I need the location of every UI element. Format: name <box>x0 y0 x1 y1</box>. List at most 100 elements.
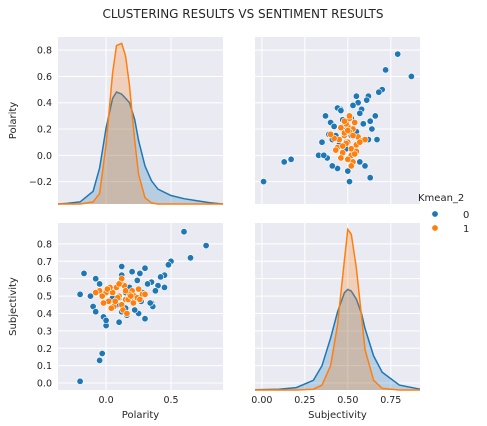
panel-polarity-vs-subjectivity <box>58 223 223 390</box>
scatter-point <box>80 269 88 277</box>
scatter-point <box>351 119 359 127</box>
legend-marker-1 <box>431 224 439 232</box>
scatter-point <box>337 107 345 115</box>
scatter-point <box>202 242 210 250</box>
scatter-point <box>123 309 131 317</box>
scatter-point <box>135 285 143 293</box>
y-tick-label: 0.5 <box>37 292 52 303</box>
x-tick-label: 0.75 <box>380 395 401 406</box>
legend-title: Kmean_2 <box>418 193 464 204</box>
y-tick-label: 0.6 <box>37 274 52 285</box>
kde-subjectivity-line-1 <box>255 227 420 391</box>
scatter-point <box>136 269 144 277</box>
scatter-point <box>280 158 288 166</box>
scatter-point <box>161 283 169 291</box>
chart-title: CLUSTERING RESULTS VS SENTIMENT RESULTS <box>103 7 384 21</box>
scatter-point <box>136 295 144 303</box>
y-tick-label: 0.4 <box>37 309 52 320</box>
scatter-point <box>344 167 352 175</box>
scatter-point <box>328 162 336 170</box>
scatter-point <box>102 316 110 324</box>
scatter-point <box>351 150 359 158</box>
scatter-point <box>111 297 119 305</box>
scatter-point <box>87 292 95 300</box>
scatter-point <box>359 120 367 128</box>
y-tick-label: 0.0 <box>37 151 52 162</box>
scatter-point <box>118 262 126 270</box>
panel-layer: 0.8 0.6 0.4 0.2 0.0 −0.2 0.8 0.7 0.6 0.5 0.4 0.3 0.2… <box>8 37 421 421</box>
scatter-point <box>356 138 364 146</box>
scatter-point <box>363 96 371 104</box>
kde-subjectivity-fill-1 <box>255 229 420 390</box>
scatter-point <box>344 126 352 134</box>
scatter-point <box>131 306 139 314</box>
scatter-point <box>339 142 347 150</box>
scatter-point <box>332 146 340 154</box>
scatter-point <box>321 112 329 120</box>
scatter-point <box>127 292 135 300</box>
panel-subjectivity-kde <box>255 223 420 390</box>
y-tick-label: 0.2 <box>37 125 52 136</box>
scatter-point <box>141 315 149 323</box>
scatter-point <box>180 228 188 236</box>
scatter-point <box>349 132 357 140</box>
scatter-point <box>187 254 195 262</box>
kde-polarity-line-1 <box>58 42 223 205</box>
scatter-point <box>318 138 326 146</box>
x-tick-label: 0.50 <box>337 395 358 406</box>
scatter-point <box>287 155 295 163</box>
scatter-point <box>107 304 115 312</box>
legend: Kmean_2 0 1 <box>418 193 469 235</box>
x-tick-label: 0.5 <box>163 395 178 406</box>
scatter-point <box>144 280 152 288</box>
scatter-point <box>356 109 364 117</box>
scatter-point <box>133 276 141 284</box>
scatter-point <box>92 275 100 283</box>
y-tick-label: 0.8 <box>37 239 52 250</box>
scatter-point <box>96 356 104 364</box>
scatter-point <box>337 154 345 162</box>
scatter-point <box>92 308 100 316</box>
scatter-point <box>260 178 268 186</box>
scatter-point <box>371 112 379 120</box>
scatter-point <box>327 130 335 138</box>
panel-polarity-kde <box>58 37 223 204</box>
scatter-point <box>361 162 369 170</box>
scatter-point <box>382 66 390 74</box>
y-tick-label: 0.0 <box>37 379 52 390</box>
scatter-point <box>340 117 348 125</box>
scatter-point <box>164 261 172 269</box>
scatter-point <box>96 280 104 288</box>
scatter-point <box>368 125 376 133</box>
scatter-point <box>366 174 374 182</box>
scatter-point <box>330 122 338 130</box>
x-tick-label: 0.00 <box>251 395 272 406</box>
legend-label-1: 1 <box>463 224 469 235</box>
scatter-point <box>151 287 159 295</box>
x-axis-label: Polarity <box>122 410 160 421</box>
scatter-point <box>344 155 352 163</box>
kde-polarity-fill-0 <box>58 92 223 204</box>
panel-subjectivity-vs-polarity <box>255 37 420 204</box>
kde-subjectivity-line-0 <box>254 288 421 391</box>
scatter-point <box>366 117 374 125</box>
scatter-point <box>337 124 345 132</box>
scatter-point <box>320 151 328 159</box>
scatter-point <box>76 290 84 298</box>
x-tick-label: 0.25 <box>294 395 315 406</box>
legend-marker-0 <box>431 210 439 218</box>
scatter-point <box>394 50 402 58</box>
y-tick-label: 0.1 <box>37 361 52 372</box>
y-tick-label: 0.6 <box>37 72 52 83</box>
scatter-point <box>141 290 149 298</box>
scatter-point <box>92 289 100 297</box>
y-tick-label: −0.2 <box>29 177 52 188</box>
scatter-point <box>115 280 123 288</box>
y-tick-label: 0.4 <box>37 98 52 109</box>
scatter-point <box>375 88 383 96</box>
scatter-point <box>345 112 353 120</box>
y-tick-label: 0.3 <box>37 326 52 337</box>
scatter-point <box>100 299 108 307</box>
scatter-point <box>129 299 137 307</box>
